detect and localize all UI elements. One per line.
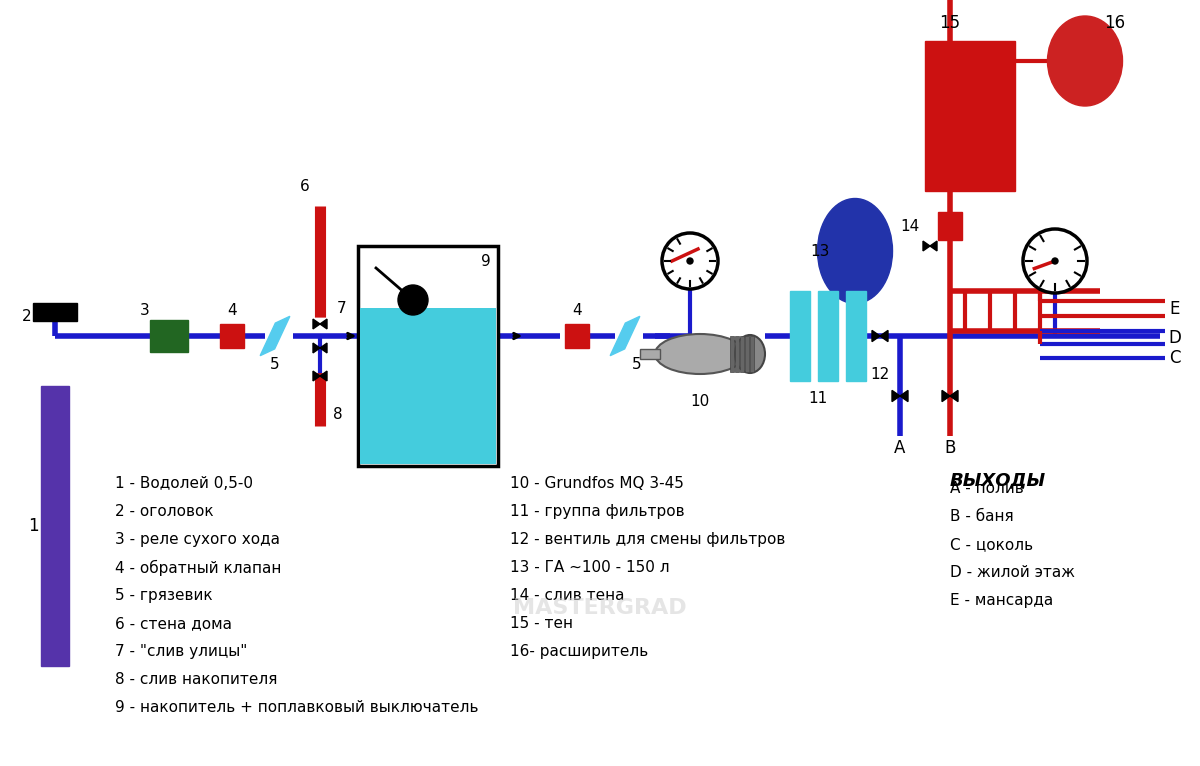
Text: 16- расширитель: 16- расширитель bbox=[510, 644, 648, 659]
Text: 3: 3 bbox=[140, 303, 150, 317]
Bar bbox=[750, 336, 754, 372]
Text: 9: 9 bbox=[481, 254, 491, 269]
Text: D - жилой этаж: D - жилой этаж bbox=[950, 565, 1075, 580]
Bar bbox=[734, 336, 739, 372]
Ellipse shape bbox=[817, 198, 893, 303]
Text: 6 - стена дома: 6 - стена дома bbox=[115, 616, 232, 631]
Bar bbox=[730, 336, 734, 372]
Text: 3 - реле сухого хода: 3 - реле сухого хода bbox=[115, 532, 280, 547]
Circle shape bbox=[1022, 229, 1087, 293]
Bar bbox=[41, 386, 70, 666]
Text: E: E bbox=[1170, 300, 1180, 318]
Text: 5: 5 bbox=[270, 356, 280, 372]
Text: ВЫХОДЫ: ВЫХОДЫ bbox=[950, 471, 1046, 489]
Text: 14: 14 bbox=[900, 218, 919, 234]
Text: 1 - Водолей 0,5-0: 1 - Водолей 0,5-0 bbox=[115, 476, 253, 491]
Text: 9 - накопитель + поплавковый выключатель: 9 - накопитель + поплавковый выключатель bbox=[115, 700, 479, 715]
Polygon shape bbox=[923, 241, 930, 251]
Bar bbox=[360, 308, 496, 464]
Ellipse shape bbox=[655, 334, 745, 374]
Polygon shape bbox=[872, 330, 880, 342]
Text: 2 - оголовок: 2 - оголовок bbox=[115, 504, 214, 519]
Text: 8 - слив накопителя: 8 - слив накопителя bbox=[115, 672, 277, 687]
Text: 13 - ГА ~100 - 150 л: 13 - ГА ~100 - 150 л bbox=[510, 560, 670, 575]
Bar bbox=[640, 349, 660, 359]
Text: 15: 15 bbox=[940, 14, 960, 32]
Text: 4 - обратный клапан: 4 - обратный клапан bbox=[115, 560, 281, 576]
Text: 11 - группа фильтров: 11 - группа фильтров bbox=[510, 504, 685, 519]
Bar bbox=[745, 336, 749, 372]
Text: 4: 4 bbox=[227, 303, 236, 317]
Bar bbox=[790, 291, 810, 381]
Circle shape bbox=[662, 233, 718, 289]
Polygon shape bbox=[892, 391, 900, 401]
Circle shape bbox=[398, 285, 428, 315]
Text: MASTERGRAD: MASTERGRAD bbox=[514, 598, 686, 618]
Text: В - баня: В - баня bbox=[950, 509, 1014, 524]
Text: B: B bbox=[944, 439, 955, 457]
Text: D: D bbox=[1169, 329, 1182, 347]
Polygon shape bbox=[320, 371, 326, 381]
Bar bbox=[818, 291, 838, 381]
Text: E - мансарда: E - мансарда bbox=[950, 593, 1054, 608]
Text: 12: 12 bbox=[870, 366, 889, 381]
Text: 5: 5 bbox=[632, 356, 642, 372]
Text: 7 - "слив улицы": 7 - "слив улицы" bbox=[115, 644, 247, 659]
Text: 7: 7 bbox=[337, 300, 347, 316]
Text: 5 - грязевик: 5 - грязевик bbox=[115, 588, 212, 603]
Bar bbox=[34, 303, 77, 321]
Circle shape bbox=[1052, 258, 1058, 264]
Bar bbox=[358, 246, 498, 466]
Text: 15 - тен: 15 - тен bbox=[510, 616, 574, 631]
Bar bbox=[565, 324, 589, 348]
Bar bbox=[925, 41, 1015, 191]
Polygon shape bbox=[930, 241, 937, 251]
Text: 11: 11 bbox=[809, 391, 828, 405]
Text: А - полив: А - полив bbox=[950, 481, 1024, 496]
Text: C: C bbox=[1169, 349, 1181, 367]
Text: 2: 2 bbox=[22, 309, 32, 323]
Bar bbox=[740, 336, 744, 372]
Text: 6: 6 bbox=[300, 178, 310, 194]
Text: 14 - слив тена: 14 - слив тена bbox=[510, 588, 624, 603]
Polygon shape bbox=[900, 391, 908, 401]
Polygon shape bbox=[610, 316, 640, 355]
Bar bbox=[846, 291, 866, 381]
Text: A: A bbox=[894, 439, 906, 457]
Text: 13: 13 bbox=[810, 244, 829, 258]
Bar bbox=[150, 320, 188, 352]
Text: 10 - Grundfos MQ 3-45: 10 - Grundfos MQ 3-45 bbox=[510, 476, 684, 491]
Polygon shape bbox=[313, 343, 320, 353]
Text: 1: 1 bbox=[28, 517, 38, 535]
Polygon shape bbox=[313, 319, 320, 329]
Polygon shape bbox=[320, 343, 326, 353]
Text: 16: 16 bbox=[1104, 14, 1126, 32]
Polygon shape bbox=[880, 330, 888, 342]
Polygon shape bbox=[320, 319, 326, 329]
Circle shape bbox=[686, 258, 692, 264]
Text: 10: 10 bbox=[690, 394, 709, 408]
Bar bbox=[938, 212, 962, 240]
Text: С - цоколь: С - цоколь bbox=[950, 537, 1033, 552]
Ellipse shape bbox=[734, 335, 766, 373]
Polygon shape bbox=[942, 391, 950, 401]
Text: 8: 8 bbox=[334, 407, 343, 421]
Ellipse shape bbox=[1048, 16, 1122, 106]
Text: 12 - вентиль для смены фильтров: 12 - вентиль для смены фильтров bbox=[510, 532, 785, 547]
Polygon shape bbox=[260, 316, 290, 355]
Text: 4: 4 bbox=[572, 303, 582, 317]
Bar bbox=[220, 324, 244, 348]
Polygon shape bbox=[950, 391, 958, 401]
Polygon shape bbox=[313, 371, 320, 381]
